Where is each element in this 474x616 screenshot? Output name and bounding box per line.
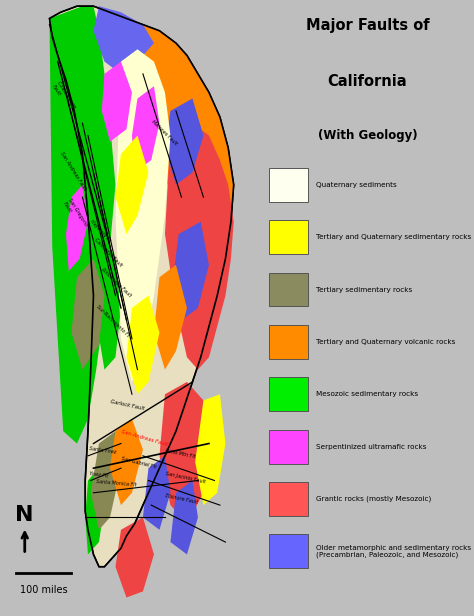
Text: Serpentinized ultramafic rocks: Serpentinized ultramafic rocks <box>316 444 427 450</box>
Polygon shape <box>72 259 104 370</box>
Text: Melones Fault: Melones Fault <box>150 120 178 147</box>
Polygon shape <box>85 468 104 554</box>
Text: Garlock Fault: Garlock Fault <box>110 399 145 411</box>
Polygon shape <box>116 517 154 598</box>
Polygon shape <box>127 296 159 394</box>
Polygon shape <box>154 265 187 370</box>
Text: California: California <box>328 74 407 89</box>
Text: Older metamorphic and sedimentary rocks
(Precambrian, Paleozoic, and Mesozoic): Older metamorphic and sedimentary rocks … <box>316 545 471 558</box>
Text: San Gabriel Flt: San Gabriel Flt <box>121 456 157 469</box>
Polygon shape <box>171 480 198 554</box>
Polygon shape <box>49 6 116 444</box>
Text: Quaternary sediments: Quaternary sediments <box>316 182 397 188</box>
Polygon shape <box>49 6 234 567</box>
Text: Pinto Mtn Flt: Pinto Mtn Flt <box>165 448 196 459</box>
Text: 100 miles: 100 miles <box>20 585 68 595</box>
Polygon shape <box>159 382 214 524</box>
Text: Rinconada Fault: Rinconada Fault <box>100 267 132 298</box>
Polygon shape <box>110 419 143 505</box>
Polygon shape <box>91 234 121 370</box>
Text: Tertiary and Quaternary sedimentary rocks: Tertiary and Quaternary sedimentary rock… <box>316 234 472 240</box>
Polygon shape <box>143 456 171 530</box>
Text: Elsinore Fault: Elsinore Fault <box>165 493 199 505</box>
Text: Santa Ynez: Santa Ynez <box>89 446 116 455</box>
Polygon shape <box>91 431 121 530</box>
Text: N: N <box>16 505 34 525</box>
Polygon shape <box>116 136 148 234</box>
Polygon shape <box>116 49 171 382</box>
Text: San Andreas Fault: San Andreas Fault <box>121 429 169 448</box>
Text: Tertiary sedimentary rocks: Tertiary sedimentary rocks <box>316 286 412 293</box>
Bar <box>269 220 308 254</box>
Text: Tertiary and Quaternary volcanic rocks: Tertiary and Quaternary volcanic rocks <box>316 339 456 345</box>
Bar <box>269 377 308 411</box>
Polygon shape <box>93 6 154 74</box>
Polygon shape <box>165 99 203 185</box>
Text: Hayward Ft: Hayward Ft <box>89 219 112 242</box>
Polygon shape <box>132 86 159 172</box>
Text: Ynez Flt: Ynez Flt <box>89 471 109 478</box>
Bar <box>269 168 308 202</box>
Text: San Gregorio
Fault: San Gregorio Fault <box>62 198 88 230</box>
Text: Mesozoic sedimentary rocks: Mesozoic sedimentary rocks <box>316 391 418 397</box>
Bar <box>269 325 308 359</box>
Text: Major Faults of: Major Faults of <box>306 18 429 33</box>
Text: Santa Monica Flt: Santa Monica Flt <box>96 479 137 487</box>
Text: San Jacinto Fault: San Jacinto Fault <box>165 471 206 484</box>
Text: San Andreas Fault: San Andreas Fault <box>59 152 87 192</box>
Polygon shape <box>195 394 226 505</box>
Text: (With Geology): (With Geology) <box>318 129 417 142</box>
Text: Calaveras Fault: Calaveras Fault <box>93 237 123 267</box>
Polygon shape <box>102 62 132 142</box>
Text: Sur-Nacimiento Ft: Sur-Nacimiento Ft <box>95 304 130 338</box>
Polygon shape <box>66 185 88 271</box>
Polygon shape <box>116 62 154 136</box>
Bar <box>269 272 308 307</box>
Text: Grantic rocks (mostly Mesozoic): Grantic rocks (mostly Mesozoic) <box>316 496 431 502</box>
Bar <box>269 482 308 516</box>
Polygon shape <box>173 222 209 320</box>
Polygon shape <box>143 25 234 246</box>
Bar <box>269 535 308 569</box>
Bar <box>269 430 308 464</box>
Text: Coast Range
Fault: Coast Range Fault <box>51 81 76 113</box>
Polygon shape <box>165 123 234 370</box>
